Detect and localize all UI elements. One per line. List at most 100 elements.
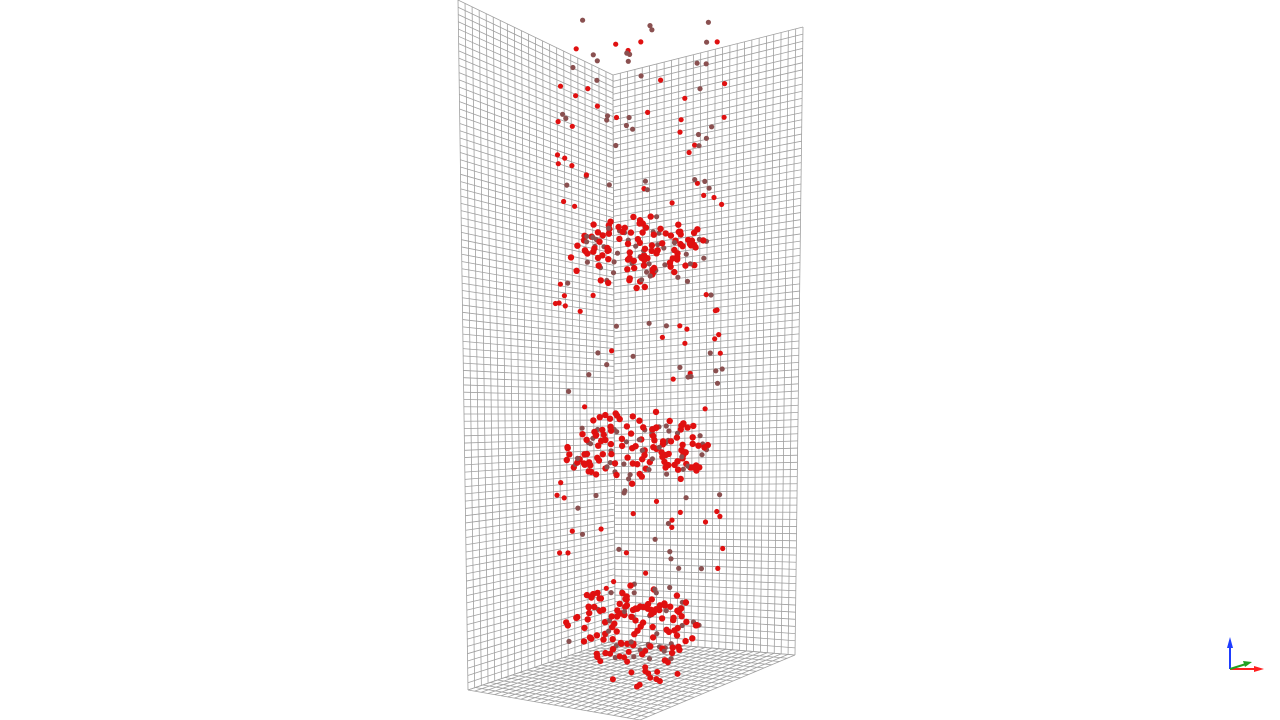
particle <box>647 273 653 279</box>
left-wall-grid-line-v <box>458 57 614 123</box>
particle <box>563 619 570 626</box>
particle <box>621 461 627 467</box>
particle <box>636 470 643 478</box>
particle <box>566 638 572 645</box>
particle <box>627 582 634 589</box>
particle <box>573 46 579 52</box>
left-wall-grid-line-u <box>464 3 476 688</box>
particle <box>650 231 657 238</box>
particle <box>669 524 675 531</box>
right-wall-grid-line-v <box>613 347 799 365</box>
particle <box>652 536 658 542</box>
left-wall-grid-line-v <box>461 217 614 254</box>
particle <box>647 23 653 29</box>
left-wall-grid-line-u <box>485 13 496 681</box>
left-wall-grid-line-v <box>462 282 614 308</box>
particle <box>705 19 712 25</box>
particle <box>641 245 649 252</box>
particle <box>652 408 660 416</box>
particle <box>554 152 561 158</box>
particle <box>565 280 571 286</box>
particle <box>667 263 674 270</box>
right-wall-grid-line-v <box>613 76 803 121</box>
left-wall-grid-line-v <box>460 173 614 219</box>
particle <box>609 636 616 643</box>
left-wall-grid-line-v <box>465 484 615 502</box>
particle <box>585 86 591 92</box>
right-wall-grid-line-v <box>612 26 804 76</box>
particle <box>666 428 672 434</box>
right-wall-grid-line-v <box>613 83 803 127</box>
floor-grid-line-v <box>526 669 703 695</box>
axes-triad-icon[interactable] <box>1227 637 1264 672</box>
left-wall-grid-line-u <box>577 57 582 652</box>
particle <box>689 434 696 441</box>
particle <box>580 638 588 645</box>
particle <box>590 221 597 228</box>
left-wall-grid-line-v <box>459 101 614 159</box>
particle <box>566 451 573 458</box>
particle <box>641 256 648 264</box>
floor-grid-line-v <box>534 667 710 692</box>
particle <box>698 566 705 572</box>
particle <box>582 404 588 410</box>
right-wall-grid-line-v <box>614 524 797 527</box>
particle <box>604 247 611 255</box>
particle <box>636 417 643 424</box>
right-wall-grid-line-v <box>613 190 801 224</box>
left-wall-grid-line-v <box>463 377 615 385</box>
particle <box>645 109 651 115</box>
particle <box>618 442 626 450</box>
particle <box>597 277 604 284</box>
particle <box>596 238 603 245</box>
right-wall-grid-line-v <box>614 490 798 493</box>
particle <box>581 461 588 468</box>
particle <box>664 659 671 666</box>
particle <box>701 255 707 261</box>
particle <box>670 376 676 382</box>
particle <box>680 420 687 427</box>
particle <box>682 262 689 269</box>
left-wall-grid-line-v <box>458 50 614 117</box>
left-wall-grid-line-v <box>459 86 614 147</box>
particle <box>623 122 630 129</box>
right-wall-grid-line-v <box>614 536 797 542</box>
particle <box>554 492 560 498</box>
particle <box>665 450 672 458</box>
particle <box>634 683 640 690</box>
right-wall-grid-line-v <box>614 354 799 371</box>
particle <box>609 646 617 653</box>
right-wall-grid-line-v <box>613 162 802 198</box>
particle <box>647 213 654 220</box>
particle <box>586 609 593 617</box>
particle <box>658 77 664 83</box>
particle <box>590 248 597 255</box>
particle <box>624 240 632 247</box>
particle <box>586 634 594 641</box>
particle <box>701 192 707 198</box>
left-wall-grid-line-v <box>458 43 614 112</box>
floor-grid-line-v <box>541 664 718 688</box>
left-wall-grid-line-v <box>466 580 615 618</box>
particle <box>677 475 684 483</box>
particle <box>684 424 691 431</box>
floor-grid-line-v <box>607 642 788 659</box>
particle <box>574 459 581 466</box>
particle <box>567 254 575 261</box>
particle <box>608 613 615 620</box>
particle <box>644 600 652 608</box>
left-wall-grid-line-v <box>465 479 615 495</box>
particle <box>569 163 575 169</box>
right-wall-grid-line-v <box>613 276 800 301</box>
particle <box>661 648 667 654</box>
particle <box>692 622 700 629</box>
particle <box>667 438 675 445</box>
particle <box>636 437 642 443</box>
particle <box>623 550 630 556</box>
left-wall-grid-line-v <box>459 123 614 177</box>
left-wall-grid-line-v <box>459 115 614 171</box>
particle <box>703 135 710 141</box>
particle <box>563 115 569 121</box>
